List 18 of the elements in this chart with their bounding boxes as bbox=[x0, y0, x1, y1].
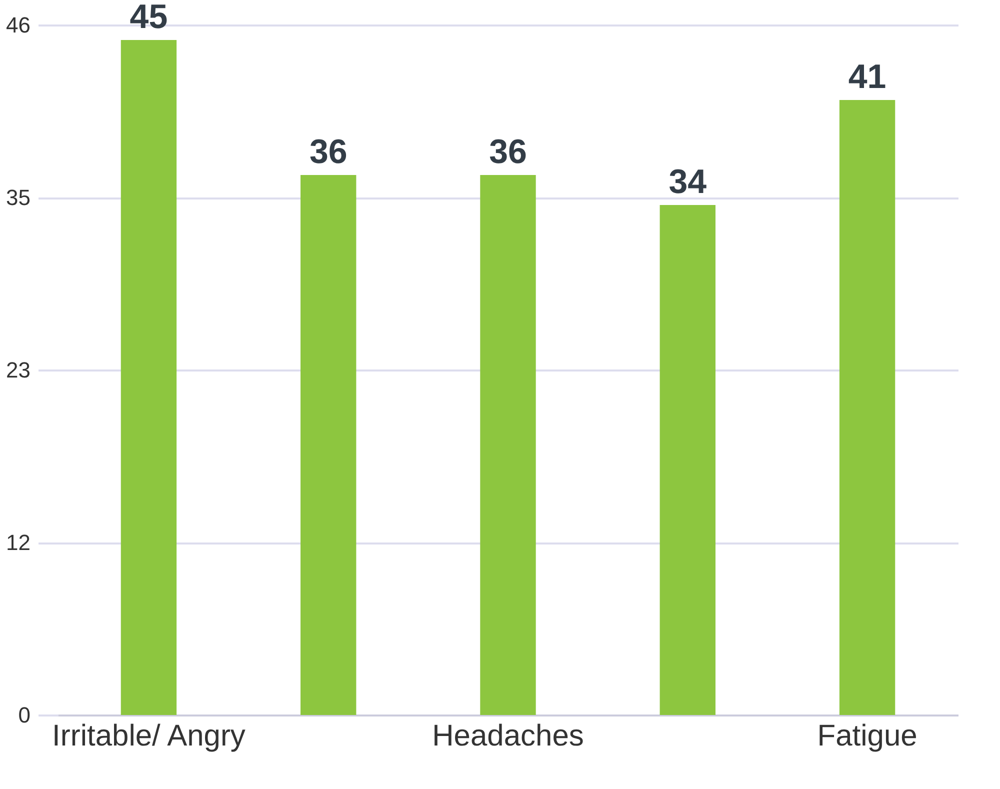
x-tick-label: Irritable/ Angry bbox=[52, 720, 246, 752]
y-tick-label: 23 bbox=[6, 358, 30, 382]
y-tick-label: 35 bbox=[6, 185, 30, 210]
data-label: 36 bbox=[309, 133, 348, 171]
y-tick-label: 46 bbox=[6, 12, 30, 38]
x-tick-label: Fatigue bbox=[817, 720, 918, 752]
bar bbox=[300, 175, 356, 715]
data-label: 36 bbox=[489, 133, 527, 171]
bar bbox=[839, 100, 896, 715]
data-label: 41 bbox=[848, 58, 886, 96]
data-label: 45 bbox=[130, 0, 168, 36]
bar bbox=[120, 40, 177, 715]
x-tick-label: Headaches bbox=[432, 720, 584, 752]
bar bbox=[480, 175, 536, 715]
y-tick-label: 12 bbox=[6, 530, 30, 555]
bar bbox=[660, 205, 716, 715]
y-tick-label: 0 bbox=[18, 702, 30, 728]
data-label: 34 bbox=[668, 163, 707, 201]
